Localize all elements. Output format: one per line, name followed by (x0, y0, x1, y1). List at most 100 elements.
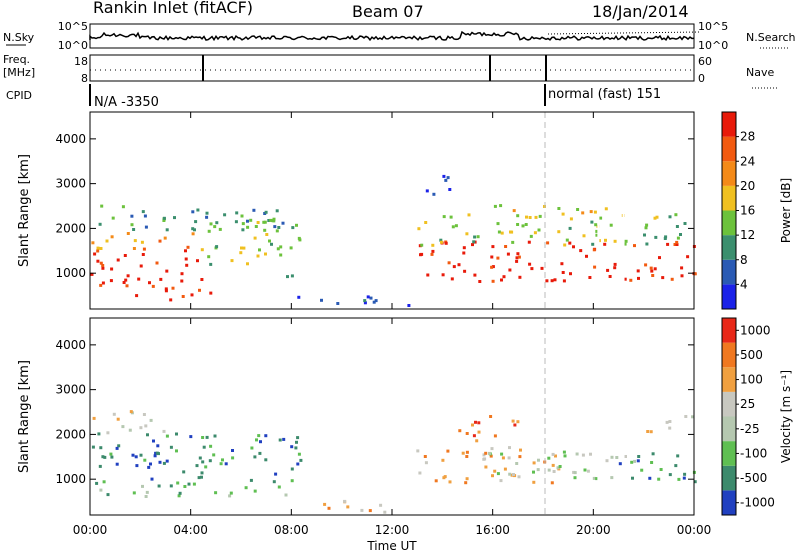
cpid-segment-2: normal (fast) 151 (548, 87, 661, 102)
power-echo-cell (565, 238, 569, 242)
velocity-echo-cell (101, 455, 105, 459)
velocity-colorbar-tick-label: 1000 (740, 323, 771, 337)
power-echo-cell (594, 223, 598, 227)
velocity-echo-cell (175, 432, 178, 436)
velocity-echo-cell (563, 454, 567, 458)
velocity-echo-cell (493, 469, 497, 473)
velocity-echo-cell (221, 458, 224, 462)
power-colorbar-tick-label: 4 (740, 277, 748, 291)
power-echo-cell (499, 204, 503, 208)
velocity-colorbar-frame (721, 317, 737, 516)
power-echo-cell (191, 232, 195, 236)
velocity-echo-cell (97, 432, 101, 436)
velocity-echo-cell (182, 470, 186, 474)
power-echo-cell (289, 246, 293, 250)
power-echo-cell (683, 222, 687, 225)
power-echo-cell (457, 263, 461, 267)
velocity-echo-cell (165, 459, 169, 463)
velocity-echo-cell (135, 464, 139, 468)
velocity-echo-cell (323, 502, 327, 506)
power-echo-cell (524, 223, 528, 226)
power-echo-cell (205, 211, 209, 215)
power-echo-cell (629, 278, 633, 282)
power-echo-cell (372, 300, 376, 304)
velocity-echo-cell (646, 430, 650, 433)
power-echo-cell (100, 204, 104, 208)
power-echo-cell (269, 218, 273, 222)
power-echo-cell (281, 221, 285, 225)
velocity-echo-cell (154, 451, 158, 455)
nsearch-trace (547, 31, 701, 35)
power-echo-cell (467, 213, 471, 217)
velocity-echo-cell (102, 480, 106, 484)
power-echo-cell (516, 214, 520, 218)
power-echo-cell (604, 238, 607, 242)
power-echo-cell (606, 268, 610, 272)
velocity-echo-cell (649, 430, 653, 434)
cpid-label: CPID (6, 89, 32, 102)
velocity-echo-cell (200, 471, 204, 475)
power-echo-cell (162, 219, 166, 222)
velocity-echo-cell (106, 493, 110, 497)
power-echo-cell (151, 284, 155, 288)
power-echo-cell (196, 259, 199, 263)
power-echo-cell (417, 227, 421, 231)
freq-label: Freq. (3, 53, 30, 66)
nsky-tick-low: 10^0 (58, 39, 88, 52)
velocity-echo-cell (515, 462, 519, 465)
power-echo-cell (99, 283, 103, 287)
velocity-echo-cell (517, 475, 521, 479)
velocity-echo-cell (547, 468, 551, 472)
velocity-echo-cell (489, 454, 493, 458)
power-echo-cell (215, 245, 219, 249)
power-echo-cell (504, 245, 508, 248)
velocity-echo-cell (290, 467, 294, 471)
velocity-echo-cell (651, 452, 655, 456)
beam-label: Beam 07 (352, 2, 424, 21)
power-echo-cell (590, 220, 594, 224)
power-echo-cell (463, 269, 467, 273)
velocity-echo-cell (282, 437, 286, 441)
power-echo-cell (123, 254, 127, 257)
velocity-echo-cell (474, 420, 477, 424)
velocity-echo-cell (554, 454, 557, 458)
power-echo-cell (258, 248, 261, 252)
power-echo-cell (599, 216, 603, 220)
velocity-echo-cell (201, 460, 205, 464)
velocity-echo-cell (244, 486, 248, 490)
power-echo-cell (126, 274, 130, 278)
power-echo-cell (651, 274, 655, 277)
power-echo-cell (254, 225, 258, 228)
power-echo-cell (291, 226, 295, 230)
xaxis-label: Time UT (366, 539, 417, 553)
power-echo-cell (320, 298, 323, 302)
power-echo-cell (252, 208, 256, 212)
power-echo-cell (491, 265, 495, 269)
power-echo-cell (517, 255, 521, 259)
velocity-echo-cell (95, 481, 99, 485)
power-echo-cell (613, 239, 617, 243)
velocity-echo-cell (198, 456, 202, 460)
velocity-echo-cell (165, 434, 169, 438)
power-colorbar-segment (722, 112, 736, 137)
power-echo-cell (286, 275, 289, 279)
power-ylabel: Slant Range [km] (17, 154, 32, 267)
power-echo-cell (143, 214, 147, 218)
velocity-echo-cell (284, 493, 288, 497)
velocity-echo-cell (676, 454, 680, 458)
velocity-echo-cell (249, 478, 253, 482)
velocity-echo-cell (152, 439, 155, 443)
power-echo-cell (658, 256, 661, 260)
velocity-echo-cell (258, 451, 262, 455)
power-echo-cell (173, 216, 176, 220)
velocity-echo-cell (253, 489, 257, 493)
velocity-echo-cell (228, 494, 232, 498)
velocity-echo-cell (169, 484, 173, 488)
velocity-panel (89, 317, 739, 516)
power-echo-cell (623, 242, 627, 246)
velocity-echo-cell (192, 482, 196, 486)
velocity-echo-cell (264, 458, 268, 462)
velocity-ytick-label: 2000 (55, 427, 86, 441)
power-echo-cell (265, 233, 269, 236)
